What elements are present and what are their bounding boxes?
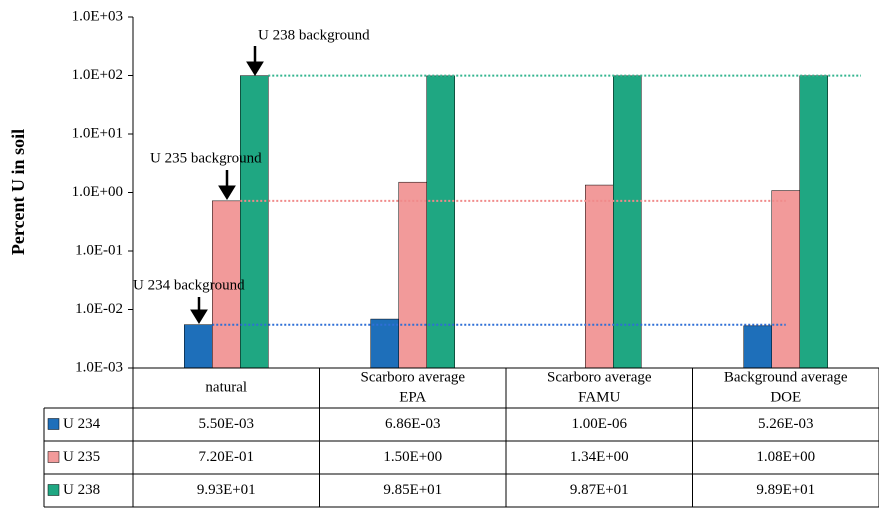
category-label: Scarboro average xyxy=(547,369,652,385)
bar xyxy=(240,75,269,368)
y-axis-label: Percent U in soil xyxy=(8,129,28,255)
bar xyxy=(771,190,800,368)
bar xyxy=(743,325,772,368)
category-label: natural xyxy=(205,379,247,395)
legend-swatch xyxy=(47,484,60,496)
y-tick-label: 1.0E-03 xyxy=(75,359,123,375)
category-label: DOE xyxy=(770,389,801,405)
y-tick-label: 1.0E+02 xyxy=(72,67,123,83)
value-label: 9.87E+01 xyxy=(570,482,629,498)
legend-swatch xyxy=(47,418,60,430)
bar xyxy=(613,75,642,368)
plot-area xyxy=(184,75,828,368)
value-label: 9.89E+01 xyxy=(756,482,815,498)
y-tick-label: 1.0E-01 xyxy=(75,242,123,258)
category-label: Background average xyxy=(724,369,848,385)
category-label: Scarboro average xyxy=(360,369,465,385)
legend-swatch xyxy=(47,451,60,463)
annotation: U 238 background xyxy=(258,27,370,43)
legend-label: U 238 xyxy=(63,482,100,498)
category-label: EPA xyxy=(399,389,426,405)
y-tick-label: 1.0E+01 xyxy=(72,125,123,141)
bar xyxy=(370,318,399,368)
bar xyxy=(398,181,427,368)
value-label: 1.34E+00 xyxy=(570,449,629,465)
y-tick-label: 1.0E-02 xyxy=(75,301,123,317)
value-label: 6.86E-03 xyxy=(385,416,440,432)
value-label: 1.08E+00 xyxy=(756,449,815,465)
value-label: 1.00E-06 xyxy=(572,416,628,432)
value-label: 1.50E+00 xyxy=(383,449,442,465)
value-label: 7.20E-01 xyxy=(199,449,254,465)
category-label: FAMU xyxy=(578,389,620,405)
bar xyxy=(799,75,828,368)
y-tick-label: 1.0E+03 xyxy=(72,8,123,24)
value-label: 9.85E+01 xyxy=(383,482,442,498)
value-label: 5.26E-03 xyxy=(758,416,813,432)
value-label: 9.93E+01 xyxy=(197,482,256,498)
annotation: U 234 background xyxy=(133,277,245,293)
bar xyxy=(212,200,241,368)
bar xyxy=(585,184,614,368)
bar xyxy=(184,324,213,368)
value-label: 5.50E-03 xyxy=(199,416,254,432)
legend-label: U 235 xyxy=(63,449,100,465)
arrows xyxy=(190,46,264,324)
legend-label: U 234 xyxy=(63,416,101,432)
y-tick-label: 1.0E+00 xyxy=(72,184,123,200)
annotation: U 235 background xyxy=(150,150,262,166)
